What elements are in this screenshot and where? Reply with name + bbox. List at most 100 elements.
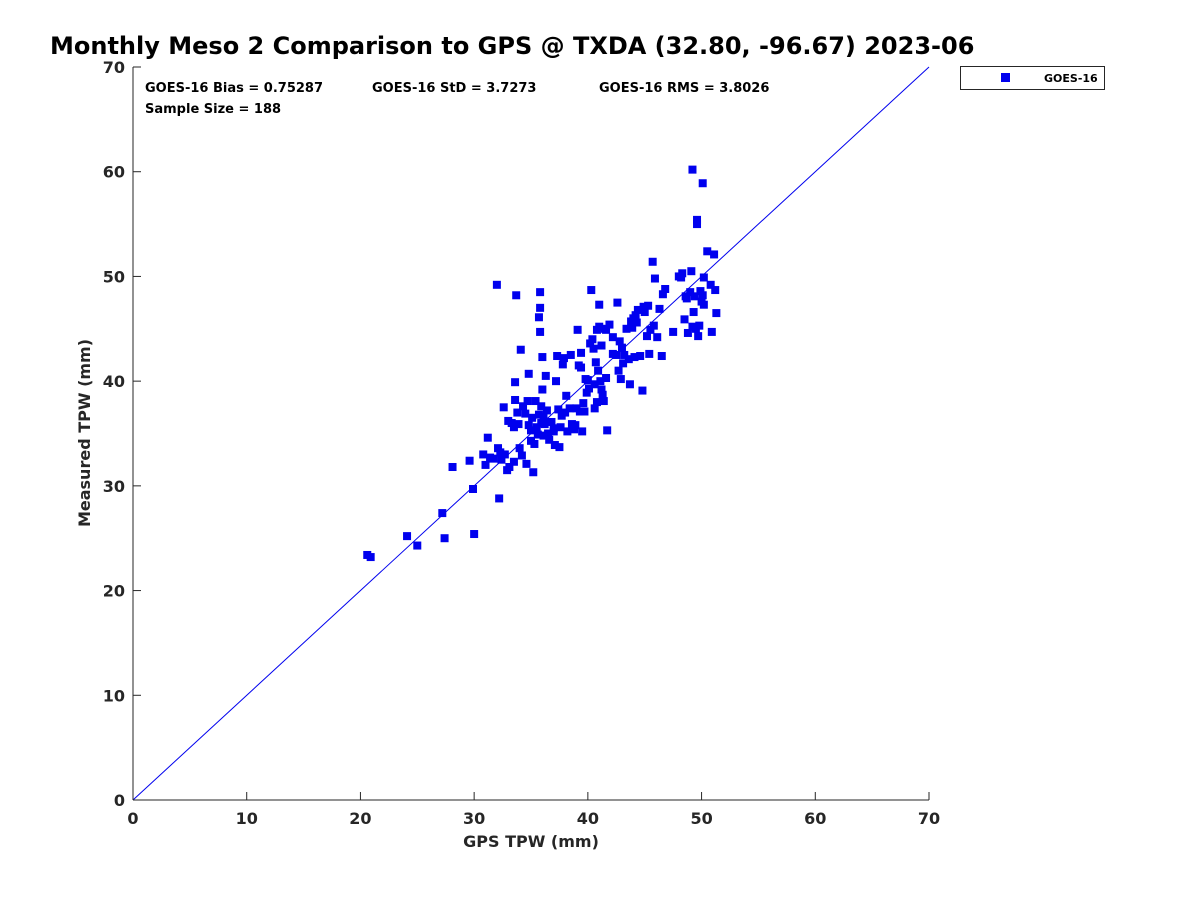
data-point [625, 380, 634, 389]
data-point [594, 366, 603, 375]
data-point [538, 353, 547, 362]
x-tick-label: 70 [918, 809, 940, 828]
y-tick-label: 60 [103, 163, 125, 182]
data-point [577, 363, 586, 372]
data-point [555, 443, 564, 452]
data-point [516, 345, 525, 354]
data-point [515, 444, 524, 453]
legend-box [960, 66, 1105, 90]
data-point [646, 325, 655, 334]
data-point [556, 423, 565, 432]
data-point [649, 321, 658, 330]
data-point [497, 455, 506, 464]
x-axis-ticks: 0 10 20 30 40 50 60 70 [127, 792, 940, 828]
x-tick-label: 20 [349, 809, 371, 828]
data-point [680, 315, 689, 324]
data-point [595, 322, 604, 331]
chart-title: Monthly Meso 2 Comparison to GPS @ TXDA … [50, 32, 974, 60]
data-point [507, 419, 516, 428]
data-point [639, 302, 648, 311]
data-point [583, 376, 592, 385]
data-point [495, 494, 504, 503]
data-point [534, 410, 543, 419]
sample-size-annotation: Sample Size = 188 [145, 102, 281, 117]
data-point [613, 298, 622, 307]
x-axis-label: GPS TPW (mm) [463, 832, 599, 851]
data-point [698, 291, 707, 300]
data-point [645, 349, 654, 358]
data-point [631, 311, 640, 320]
data-point [703, 247, 712, 256]
data-point [658, 290, 667, 299]
data-point [657, 352, 666, 361]
data-point [582, 388, 591, 397]
data-point [536, 288, 545, 297]
data-point [592, 398, 601, 407]
y-tick-label: 50 [103, 267, 125, 286]
data-point [640, 308, 649, 317]
rms-annotation: GOES-16 RMS = 3.8026 [599, 81, 769, 96]
data-point [492, 280, 501, 289]
data-point [566, 350, 575, 359]
data-point [465, 456, 474, 465]
data-point [440, 534, 449, 543]
data-point [545, 435, 554, 444]
data-point [512, 291, 521, 300]
data-point [683, 328, 692, 337]
data-point [712, 309, 721, 318]
data-point [707, 327, 716, 336]
data-point [500, 450, 509, 459]
data-point [552, 377, 561, 386]
x-tick-label: 40 [577, 809, 599, 828]
x-tick-label: 30 [463, 809, 485, 828]
data-point [597, 341, 606, 350]
data-point [553, 352, 562, 361]
data-point [540, 420, 549, 429]
data-point [550, 441, 559, 450]
data-point [596, 377, 605, 386]
data-point [522, 459, 531, 468]
data-point [693, 215, 702, 224]
data-point [644, 301, 653, 310]
data-point [509, 457, 518, 466]
data-point [622, 324, 631, 333]
data-point [533, 430, 542, 439]
y-tick-label: 40 [103, 372, 125, 391]
data-point [602, 325, 611, 334]
data-point [469, 484, 478, 493]
data-point [528, 413, 537, 422]
data-point [597, 385, 606, 394]
data-point [595, 300, 604, 309]
data-point [448, 463, 457, 472]
data-point [695, 321, 704, 330]
y-tick-label: 0 [114, 791, 125, 810]
data-point [590, 404, 599, 413]
data-point [438, 509, 447, 518]
data-point [669, 327, 678, 336]
data-point [537, 402, 546, 411]
data-point [544, 429, 553, 438]
data-point [616, 375, 625, 384]
data-point [580, 407, 589, 416]
data-point [603, 426, 612, 435]
data-point [499, 403, 508, 412]
data-point [686, 288, 695, 297]
data-point [584, 384, 593, 393]
data-point [511, 378, 520, 387]
data-point [602, 374, 611, 383]
data-point [608, 349, 617, 358]
x-tick-label: 0 [127, 809, 138, 828]
data-point [571, 421, 580, 430]
data-point [481, 460, 490, 469]
data-point [619, 359, 628, 368]
data-point [586, 339, 595, 348]
x-tick-label: 60 [804, 809, 826, 828]
y-axis-ticks: 0 10 20 30 40 50 60 70 [103, 58, 141, 810]
data-point [598, 390, 607, 399]
data-point [549, 427, 558, 436]
data-point [661, 284, 670, 293]
data-point [527, 426, 535, 435]
data-point [565, 404, 574, 413]
std-annotation: GOES-16 StD = 3.7273 [372, 81, 536, 96]
